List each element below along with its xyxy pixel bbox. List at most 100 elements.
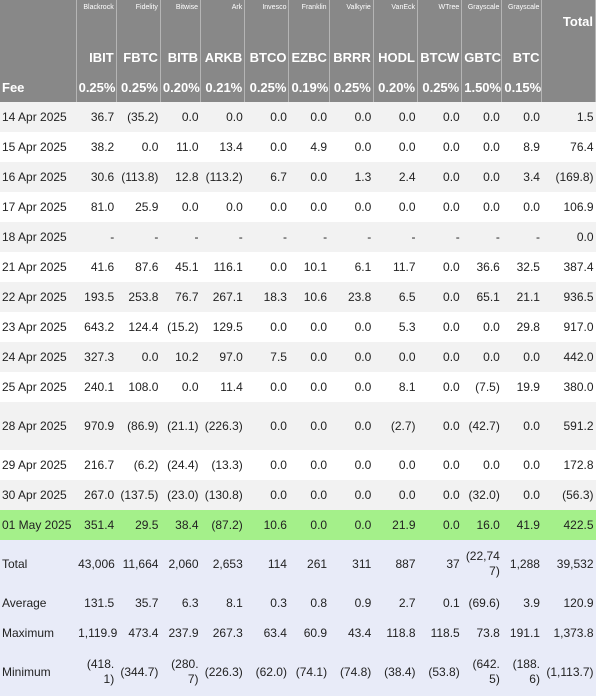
issuer-name: Fidelity — [116, 0, 161, 42]
ticker-corner-cell — [0, 42, 77, 72]
flow-cell: 0.0 — [244, 480, 289, 510]
summary-row: Minimum (418.1) (344.7) (280.7) (226.3) (62.0… — [0, 648, 596, 696]
flow-cell: 253.8 — [116, 282, 161, 312]
flow-cell: 25.9 — [116, 192, 161, 222]
row-total: 387.4 — [541, 252, 596, 282]
flow-cell: (23.0) — [160, 480, 201, 510]
flow-cell: 0.0 — [288, 162, 330, 192]
flow-cell: 6.5 — [373, 282, 418, 312]
ticker: BTCW — [417, 42, 463, 72]
flow-cell: 21.9 — [373, 510, 418, 540]
summary-cell: 0.8 — [288, 588, 330, 618]
summary-cell: 6.3 — [160, 588, 201, 618]
row-total: 591.2 — [541, 402, 596, 450]
flow-cell: 0.0 — [417, 480, 462, 510]
flow-cell: 41.9 — [501, 510, 542, 540]
row-date: 16 Apr 2025 — [0, 162, 77, 192]
row-total: 106.9 — [541, 192, 596, 222]
ticker: BTC — [501, 42, 543, 72]
flow-cell: 267.1 — [200, 282, 245, 312]
flow-cell: 0.0 — [288, 312, 330, 342]
summary-cell: (418.1) — [76, 648, 117, 696]
flow-cell: (15.2) — [160, 312, 201, 342]
flow-cell: 11.0 — [160, 132, 201, 162]
ticker: ARKB — [200, 42, 246, 72]
summary-cell: (74.1) — [288, 648, 330, 696]
flow-cell: (6.2) — [116, 450, 161, 480]
flow-cell: 0.0 — [501, 480, 542, 510]
flow-cell: 8.1 — [373, 372, 418, 402]
flow-cell: 0.0 — [461, 132, 502, 162]
flow-cell: 0.0 — [288, 372, 330, 402]
flow-cell: 0.0 — [417, 282, 462, 312]
summary-cell: 1,119.9 — [76, 618, 117, 648]
ticker: EZBC — [288, 42, 330, 72]
flow-cell: 23.8 — [329, 282, 374, 312]
summary-cell: (74.8) — [329, 648, 374, 696]
flow-cell: 129.5 — [200, 312, 245, 342]
summary-cell: 191.1 — [501, 618, 542, 648]
flow-cell: - — [200, 222, 245, 252]
fee-value: 0.20% — [160, 72, 202, 102]
flow-cell: 97.0 — [200, 342, 245, 372]
flow-cell: 0.0 — [329, 132, 374, 162]
fee-value: 0.25% — [116, 72, 161, 102]
row-total: 422.5 — [541, 510, 596, 540]
flow-cell: 0.0 — [501, 192, 542, 222]
flow-cell: 41.6 — [76, 252, 117, 282]
summary-cell: 237.9 — [160, 618, 201, 648]
flow-cell: - — [461, 222, 502, 252]
row-date: 25 Apr 2025 — [0, 372, 77, 402]
flow-cell: 10.6 — [244, 510, 289, 540]
flow-cell: 0.0 — [461, 342, 502, 372]
summary-cell: 37 — [417, 540, 462, 588]
fee-total-blank — [541, 72, 596, 102]
summary-cell: 11,664 — [116, 540, 161, 588]
row-date: 14 Apr 2025 — [0, 102, 77, 132]
summary-cell: 2,653 — [200, 540, 245, 588]
row-date: 22 Apr 2025 — [0, 282, 77, 312]
flow-cell: 0.0 — [244, 372, 289, 402]
flow-cell: 11.7 — [373, 252, 418, 282]
flow-cell: 124.4 — [116, 312, 161, 342]
flow-cell: 0.0 — [329, 402, 374, 450]
fee-value: 0.25% — [76, 72, 117, 102]
flow-cell: 10.2 — [160, 342, 201, 372]
issuer-header-row: Blackrock Fidelity Bitwise Ark Invesco F… — [0, 0, 596, 42]
flow-cell: 65.1 — [461, 282, 502, 312]
summary-cell: (344.7) — [116, 648, 161, 696]
summary-cell: 311 — [329, 540, 374, 588]
summary-label: Minimum — [0, 648, 77, 696]
flow-cell: 0.0 — [288, 450, 330, 480]
table-row: 01 May 2025 351.4 29.5 38.4 (87.2) 10.6 0.0 0.0… — [0, 510, 596, 540]
flow-cell: 108.0 — [116, 372, 161, 402]
fee-label: Fee — [0, 72, 77, 102]
flow-cell: 0.0 — [329, 102, 374, 132]
row-total: (169.8) — [541, 162, 596, 192]
summary-total: 39,532 — [541, 540, 596, 588]
flow-cell: 0.0 — [244, 132, 289, 162]
ticker: BTCO — [244, 42, 290, 72]
flow-cell: 0.0 — [244, 450, 289, 480]
row-date: 18 Apr 2025 — [0, 222, 77, 252]
flow-cell: 6.1 — [329, 252, 374, 282]
summary-cell: (280.7) — [160, 648, 201, 696]
fee-value: 0.21% — [200, 72, 246, 102]
fee-row: Fee 0.25% 0.25% 0.20% 0.21% 0.25% 0.19% … — [0, 72, 596, 102]
row-total: 172.8 — [541, 450, 596, 480]
summary-cell: 3.9 — [501, 588, 542, 618]
flow-cell: 0.0 — [417, 192, 462, 222]
flow-cell: 643.2 — [76, 312, 117, 342]
issuer-name: Invesco — [244, 0, 290, 42]
flow-cell: 0.0 — [200, 102, 245, 132]
row-total: 380.0 — [541, 372, 596, 402]
flow-cell: 0.0 — [244, 312, 289, 342]
flow-cell: (32.0) — [461, 480, 502, 510]
flow-cell: 0.0 — [244, 402, 289, 450]
flow-cell: - — [417, 222, 462, 252]
issuer-name: Bitwise — [160, 0, 202, 42]
flow-cell: (7.5) — [461, 372, 502, 402]
flow-cell: 87.6 — [116, 252, 161, 282]
summary-cell: (22,747) — [461, 540, 502, 588]
flow-cell: 21.1 — [501, 282, 542, 312]
